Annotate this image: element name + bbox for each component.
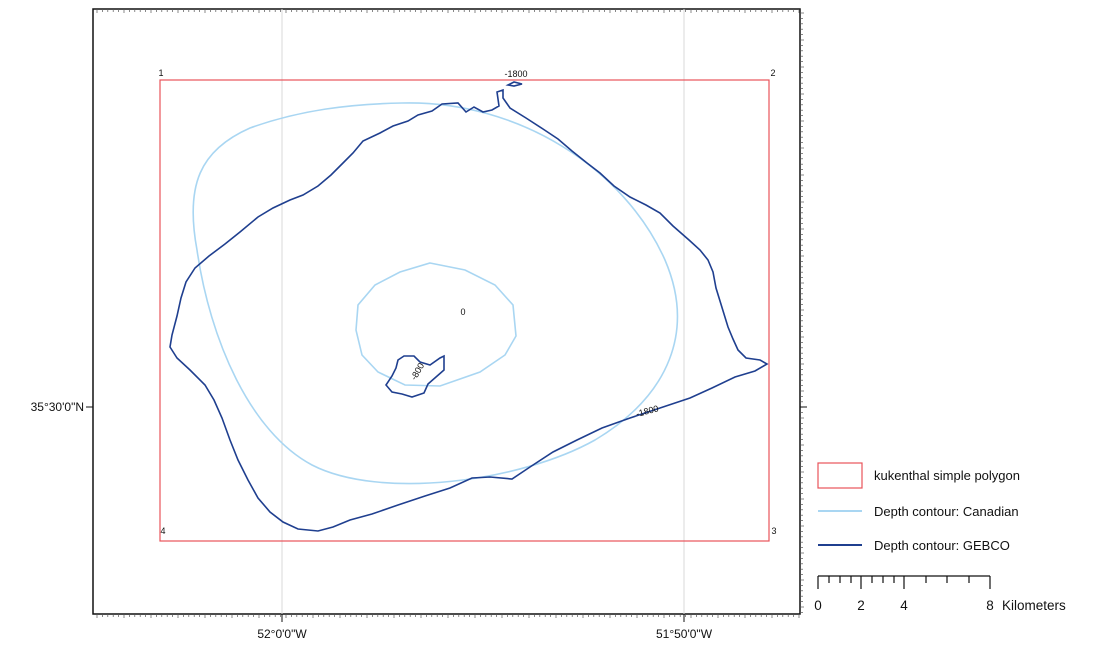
canadian-contour-outer bbox=[192, 102, 679, 485]
corner-label-4: 4 bbox=[160, 526, 165, 536]
scale-label-0: 0 bbox=[814, 598, 822, 613]
map-frame bbox=[92, 8, 801, 615]
lon-label-51-50w: 51°50'0"W bbox=[656, 627, 713, 641]
gebco-contour-small-top bbox=[505, 81, 523, 87]
scale-label-4: 4 bbox=[900, 598, 908, 613]
corner-label-3: 3 bbox=[771, 526, 776, 536]
frame-ticks bbox=[96, 9, 804, 618]
corner-label-2: 2 bbox=[770, 68, 775, 78]
scale-units-label: Kilometers bbox=[1002, 598, 1066, 613]
legend-label-polygon: kukenthal simple polygon bbox=[874, 468, 1020, 483]
lat-label-35-30n: 35°30'0"N bbox=[31, 400, 84, 414]
contour-label-inner: -800 bbox=[409, 361, 427, 382]
scale-label-8: 8 bbox=[986, 598, 994, 613]
legend: kukenthal simple polygon Depth contour: … bbox=[817, 462, 1020, 553]
legend-swatch-polygon bbox=[817, 462, 863, 489]
legend-label-canadian: Depth contour: Canadian bbox=[874, 504, 1019, 519]
contour-label-top: -1800 bbox=[504, 69, 527, 79]
legend-label-gebco: Depth contour: GEBCO bbox=[874, 538, 1010, 553]
scale-label-2: 2 bbox=[857, 598, 865, 613]
canadian-contour-inner bbox=[355, 262, 517, 387]
gebco-contour-inner bbox=[384, 354, 445, 398]
kukenthal-polygon bbox=[159, 79, 770, 542]
corner-label-1: 1 bbox=[158, 68, 163, 78]
contour-label-center: 0 bbox=[460, 307, 465, 317]
scale-bar bbox=[817, 575, 991, 589]
gebco-contour-outer bbox=[169, 88, 769, 532]
lon-label-52w: 52°0'0"W bbox=[257, 627, 307, 641]
